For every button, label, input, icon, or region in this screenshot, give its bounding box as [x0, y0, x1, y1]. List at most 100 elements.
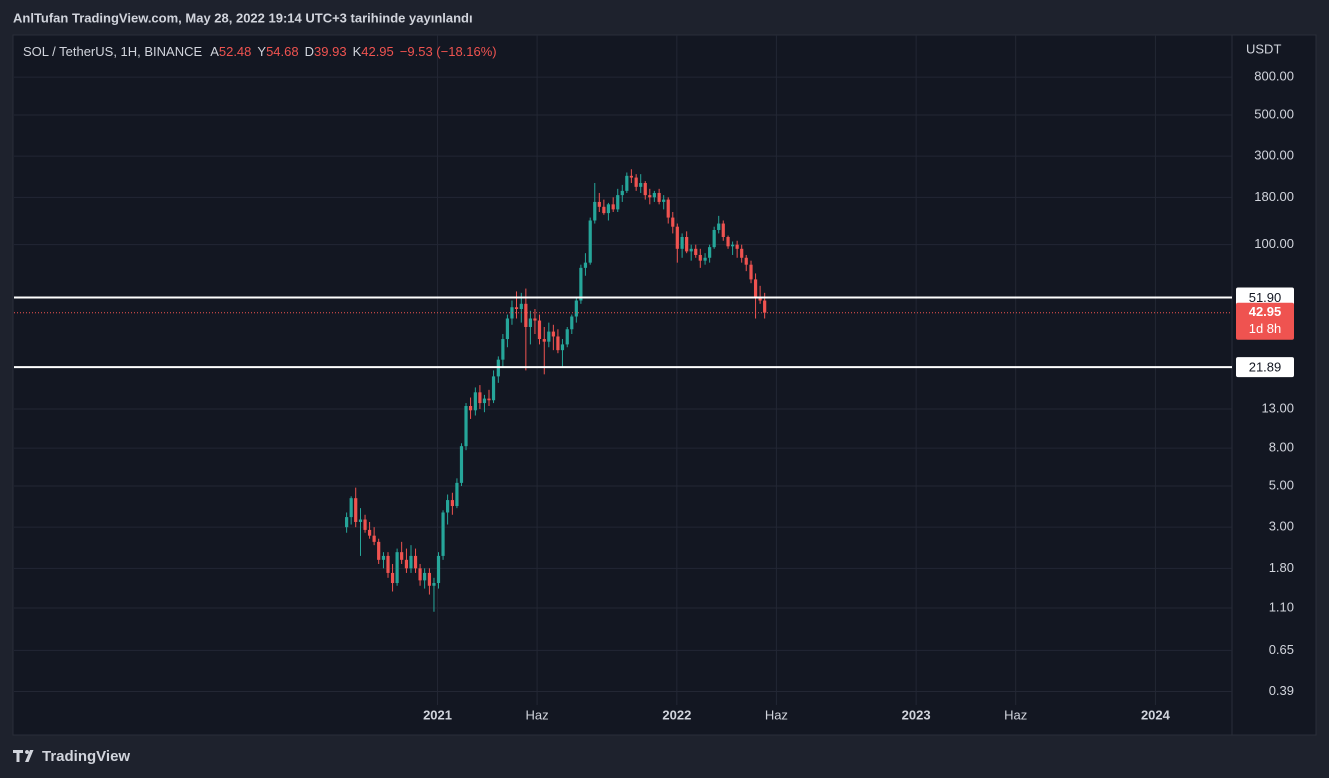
- x-tick-label: 2021: [423, 707, 452, 722]
- candle-body: [588, 220, 592, 263]
- candle-body: [432, 583, 436, 586]
- candle-body: [542, 339, 546, 342]
- candle-body: [455, 482, 459, 507]
- last-price-label: 42.95: [1249, 304, 1282, 319]
- ohlc-value: 52.48: [219, 44, 252, 59]
- candle-body: [606, 204, 611, 214]
- candle-body: [560, 344, 565, 351]
- candle-body: [730, 244, 735, 247]
- candle-body: [721, 223, 725, 238]
- candle-body: [698, 254, 702, 261]
- candle-body: [395, 552, 399, 584]
- level-label: 51.90: [1249, 290, 1282, 305]
- ohlc-key: A: [210, 44, 219, 59]
- candle-body: [749, 264, 753, 280]
- y-tick-label: 800.00: [1254, 69, 1294, 84]
- candle-body: [519, 303, 523, 310]
- candle-body: [689, 248, 693, 252]
- countdown-label: 1d 8h: [1249, 321, 1282, 336]
- ohlc-value: 42.95: [361, 44, 394, 59]
- y-tick-label: 8.00: [1269, 440, 1294, 455]
- candle-body: [570, 316, 574, 330]
- candle-body: [602, 206, 606, 214]
- brand-name: TradingView: [42, 748, 130, 765]
- change: −9.53 (−18.16%): [400, 44, 497, 59]
- x-tick-label: 2024: [1141, 707, 1171, 722]
- y-tick-label: 100.00: [1254, 236, 1294, 251]
- candle-body: [487, 398, 491, 401]
- y-tick-label: 500.00: [1254, 106, 1294, 121]
- candle-body: [657, 192, 661, 202]
- candle-body: [404, 559, 409, 569]
- candle-body: [482, 398, 487, 404]
- candle-body: [616, 195, 620, 210]
- candle-body: [620, 190, 624, 196]
- y-tick-label: 300.00: [1254, 148, 1294, 163]
- candle-body: [533, 318, 537, 321]
- y-tick-label: 1.10: [1269, 599, 1294, 614]
- candle-body: [423, 572, 427, 581]
- candle-body: [652, 192, 656, 198]
- candle-body: [763, 300, 767, 313]
- candle-body: [556, 336, 560, 351]
- ohlc-key: Y: [257, 44, 266, 59]
- candle-body: [625, 175, 629, 191]
- ohlc-value: 54.68: [266, 44, 299, 59]
- y-tick-label: 3.00: [1269, 519, 1294, 534]
- candle-body: [505, 318, 510, 340]
- level-label-box: [1236, 357, 1294, 378]
- y-unit: USDT: [1246, 41, 1281, 56]
- published-caption: AnlTufan TradingView.com, May 28, 2022 1…: [13, 10, 473, 25]
- candle-body: [634, 177, 638, 187]
- candle-body: [753, 279, 758, 298]
- candle-body: [547, 331, 551, 342]
- candle-body: [735, 244, 739, 249]
- candle-body: [662, 199, 666, 202]
- candle-body: [390, 572, 395, 584]
- candle-body: [583, 262, 588, 268]
- candle-body: [528, 318, 532, 327]
- candle-body: [579, 267, 583, 301]
- symbol-legend: SOL / TetherUS, 1H, BINANCE A52.48 Y54.68 D…: [23, 44, 497, 59]
- candle-body: [758, 297, 762, 301]
- ohlc-key: K: [353, 44, 362, 59]
- candle-body: [478, 392, 482, 404]
- candle-body: [611, 204, 615, 210]
- candle-body: [427, 572, 432, 586]
- candle-body: [639, 183, 643, 187]
- candle-body: [708, 247, 712, 258]
- candle-body: [685, 237, 689, 252]
- candle-body: [441, 512, 445, 556]
- candle-body: [726, 237, 730, 247]
- last-price-box: [1236, 302, 1294, 340]
- candle-body: [703, 257, 707, 261]
- candle-body: [666, 199, 670, 218]
- candle-body: [349, 498, 353, 518]
- ohlc-key: D: [305, 44, 314, 59]
- candle-body: [712, 229, 716, 248]
- candle-body: [386, 555, 390, 573]
- candle-body: [565, 329, 569, 345]
- y-tick-label: 0.65: [1269, 642, 1294, 657]
- candle-body: [473, 392, 477, 411]
- candle-body: [740, 248, 744, 258]
- candle-body: [510, 307, 514, 319]
- x-tick-label: 2022: [662, 707, 691, 722]
- candle-body: [491, 376, 496, 401]
- candle-body: [675, 226, 679, 249]
- candle-body: [680, 237, 684, 249]
- candle-body: [354, 498, 358, 522]
- y-tick-label: 13.00: [1261, 400, 1294, 415]
- x-tick-label: 2023: [902, 707, 931, 722]
- y-tick-label: 5.00: [1269, 477, 1294, 492]
- y-tick-label: 1.80: [1269, 560, 1294, 575]
- x-tick-label: Haz: [765, 707, 788, 722]
- candle-body: [358, 519, 363, 522]
- level-label: 21.89: [1249, 360, 1282, 375]
- candle-body: [468, 406, 473, 411]
- candle-body: [524, 303, 528, 327]
- candle-body: [648, 195, 652, 198]
- candle-body: [413, 555, 418, 569]
